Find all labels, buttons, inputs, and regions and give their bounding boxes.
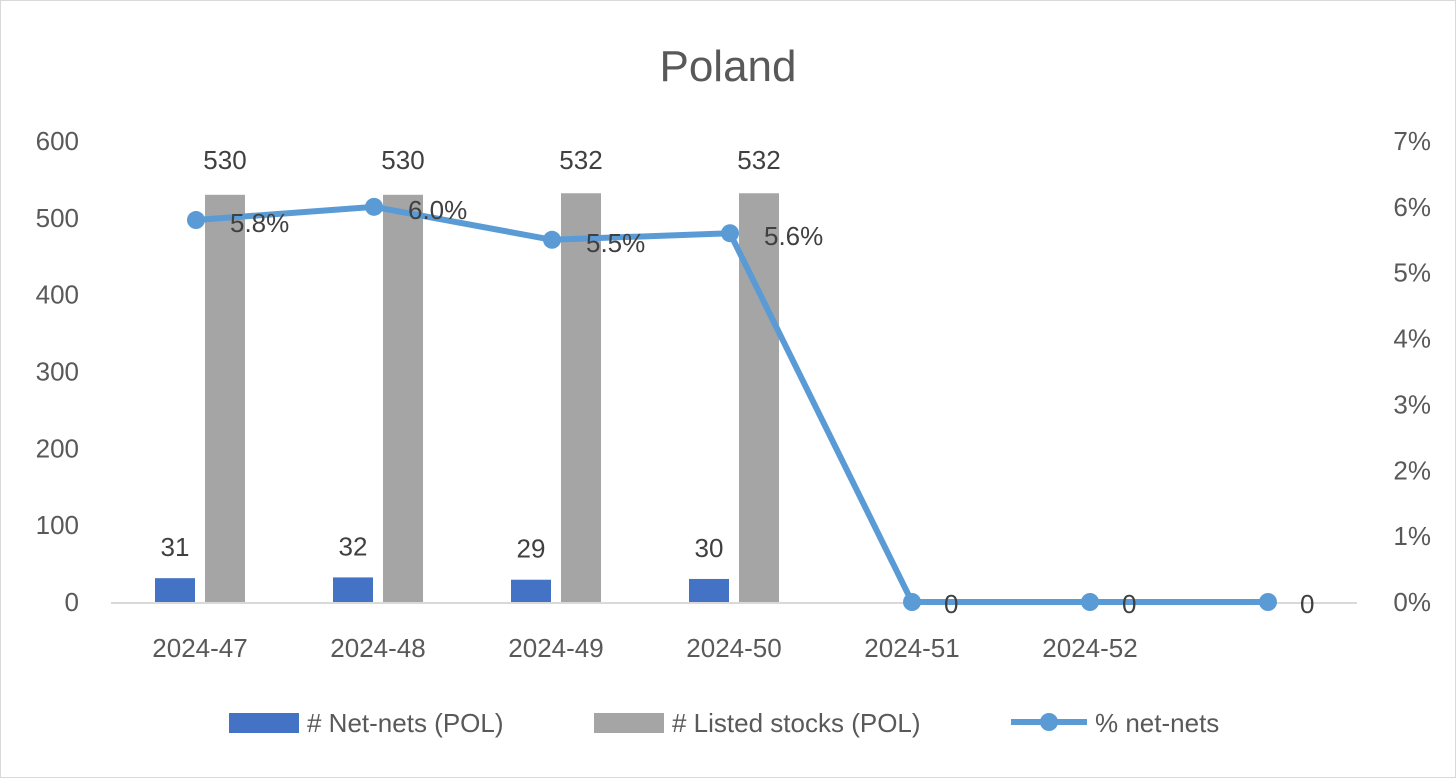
line-data-label: 5.8% (230, 208, 289, 238)
line-data-label: 5.5% (586, 228, 645, 258)
line-point (1259, 593, 1277, 611)
line-point (365, 197, 383, 216)
y-tick-label: 400 (36, 280, 79, 310)
chart-title: Poland (659, 42, 796, 91)
line-data-label: 0 (944, 589, 958, 619)
bar (561, 193, 601, 602)
y2-tick-label: 2% (1393, 455, 1431, 485)
bar (383, 194, 423, 603)
y-tick-label: 200 (36, 433, 79, 463)
x-axis-labels: 2024-47 2024-48 2024-49 2024-50 2024-51 2024-… (152, 633, 1137, 663)
bar (205, 194, 245, 603)
line-point (903, 593, 921, 611)
y2-tick-label: 7% (1393, 126, 1431, 156)
y2-tick-label: 5% (1393, 258, 1431, 288)
y-axis-right: 0% 1% 2% 3% 4% 5% 6% 7% (1393, 126, 1431, 617)
legend-swatch (229, 713, 299, 733)
y2-tick-label: 3% (1393, 389, 1431, 419)
line-data-label: 0 (1300, 589, 1314, 619)
y-tick-label: 100 (36, 510, 79, 540)
x-tick-label: 2024-48 (330, 633, 425, 663)
data-label: 29 (517, 534, 546, 564)
legend-label: # Net-nets (POL) (307, 708, 504, 738)
bar (511, 579, 551, 602)
y-tick-label: 0 (65, 587, 79, 617)
data-label: 530 (381, 145, 424, 175)
line-layer: 5.8% 6.0% 5.5% 5.6% 0 0 0 (187, 195, 1314, 619)
y2-tick-label: 6% (1393, 192, 1431, 222)
y-tick-label: 300 (36, 357, 79, 387)
bar (333, 577, 373, 602)
data-label: 532 (559, 145, 602, 175)
y-tick-label: 500 (36, 203, 79, 233)
line-data-label: 6.0% (408, 195, 467, 225)
bar (689, 578, 729, 602)
data-label: 31 (161, 532, 190, 562)
y2-tick-label: 0% (1393, 587, 1431, 617)
y2-tick-label: 1% (1393, 521, 1431, 551)
legend: # Net-nets (POL) # Listed stocks (POL) % n… (229, 708, 1219, 738)
data-label: 530 (203, 145, 246, 175)
line-point (187, 211, 205, 230)
y-tick-label: 600 (36, 126, 79, 156)
line-data-label: 5.6% (764, 221, 823, 251)
line-point (721, 224, 739, 243)
y2-tick-label: 4% (1393, 324, 1431, 354)
bar (739, 193, 779, 602)
bar (155, 578, 195, 602)
x-tick-label: 2024-52 (1042, 633, 1137, 663)
data-label: 532 (737, 145, 780, 175)
line-data-label: 0 (1122, 589, 1136, 619)
legend-swatch-marker (1040, 713, 1058, 731)
x-tick-label: 2024-51 (864, 633, 959, 663)
x-tick-label: 2024-47 (152, 633, 247, 663)
bars-layer: 31 32 29 30 530 530 532 532 (155, 145, 781, 603)
x-tick-label: 2024-49 (508, 633, 603, 663)
x-tick-label: 2024-50 (686, 633, 781, 663)
legend-label: % net-nets (1095, 708, 1219, 738)
y-axis-left: 0 100 200 300 400 500 600 (36, 126, 79, 617)
legend-swatch (594, 713, 664, 733)
line-point (543, 230, 561, 249)
line-point (1081, 593, 1099, 611)
data-label: 32 (339, 531, 368, 561)
data-label: 30 (695, 533, 724, 563)
legend-label: # Listed stocks (POL) (672, 708, 921, 738)
